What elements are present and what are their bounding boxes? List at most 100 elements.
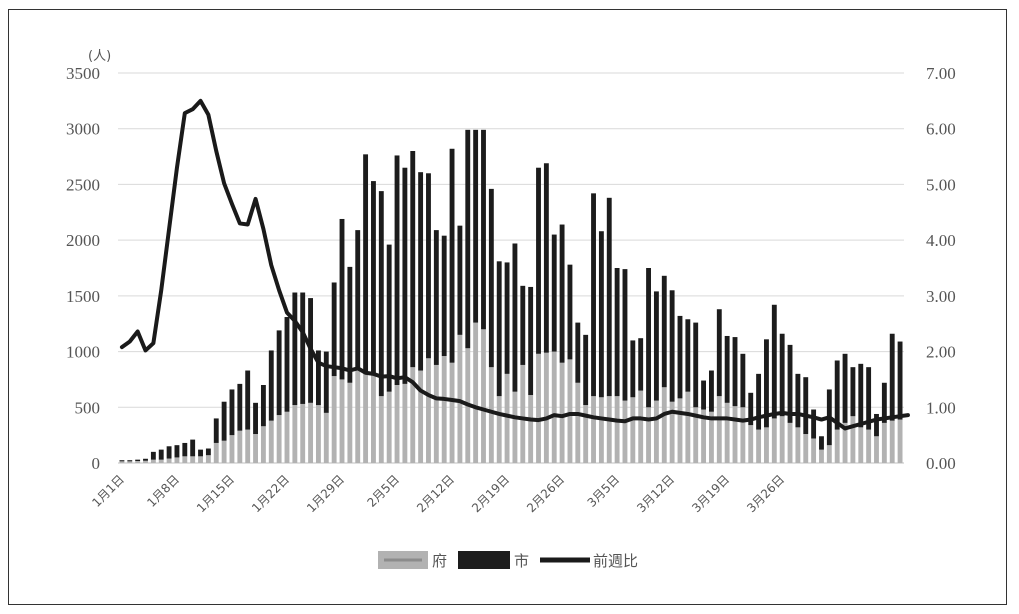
bar-shi: [874, 413, 879, 437]
bar-shi: [174, 445, 180, 458]
bar-fu: [819, 449, 824, 463]
bar-fu: [363, 371, 369, 463]
bar-shi: [410, 151, 416, 368]
x-tick-label: 3月19日: [689, 472, 732, 515]
y-left-tick-label: 3000: [66, 120, 100, 139]
bar-shi: [701, 380, 707, 410]
bar-fu: [221, 440, 227, 463]
y-left-tick-label: 2000: [66, 231, 100, 250]
bar-shi: [433, 230, 439, 365]
bar-shi: [198, 449, 203, 457]
bar-shi: [693, 322, 699, 408]
bar-shi: [866, 367, 872, 430]
bar-fu: [433, 364, 439, 463]
bar-shi: [504, 262, 510, 374]
bar-fu: [536, 353, 541, 463]
bar-fu: [716, 396, 722, 463]
x-tick-label: 3月5日: [585, 472, 623, 510]
bar-fu: [575, 382, 581, 463]
bar-fu: [630, 397, 636, 463]
line-weekly-ratio: [119, 98, 910, 431]
x-tick-label: 2月12日: [414, 472, 457, 515]
bar-shi: [614, 268, 620, 397]
bar-fu: [708, 411, 714, 463]
bar-shi: [213, 418, 219, 443]
x-tick-label: 3月26日: [744, 472, 787, 515]
bar-shi: [528, 286, 534, 396]
y-right-tick-label: 6.00: [926, 120, 956, 139]
bar-fu: [567, 359, 573, 463]
bar-shi: [441, 235, 447, 357]
bar-shi: [512, 243, 518, 392]
bar-fu: [481, 329, 486, 463]
bar-shi: [426, 173, 431, 359]
bar-shi: [221, 401, 227, 441]
y-left-tick-label: 0: [92, 454, 101, 473]
bar-fu: [237, 430, 243, 463]
bar-fu: [614, 396, 620, 463]
bar-fu: [826, 445, 832, 463]
bar-shi: [339, 218, 345, 380]
bar-shi: [536, 167, 541, 354]
bar-shi: [323, 351, 329, 413]
bar-shi: [268, 350, 274, 421]
y-right-tick-label: 2.00: [926, 343, 956, 362]
bar-fu: [229, 435, 235, 463]
bar-fu: [315, 405, 321, 463]
bar-shi: [669, 290, 675, 402]
bar-fu: [276, 415, 282, 463]
bar-shi: [182, 442, 188, 457]
bar-shi: [331, 282, 337, 377]
bar-fu: [378, 396, 384, 463]
bar-fu: [127, 461, 133, 463]
bar-shi: [653, 291, 659, 401]
bar-fu: [449, 362, 455, 463]
bar-fu: [795, 427, 801, 463]
bar-shi: [661, 275, 667, 388]
bar-shi: [276, 330, 282, 416]
bar-fu: [756, 429, 762, 463]
bar-fu: [371, 373, 376, 463]
bar-fu: [669, 401, 675, 463]
bar-fu: [158, 459, 164, 463]
x-tick-label: 1月8日: [144, 472, 182, 510]
y-left-tick-label: 2500: [66, 175, 100, 194]
bar-fu: [190, 456, 196, 463]
bar-fu: [764, 427, 769, 463]
x-tick-label: 2月26日: [524, 472, 567, 515]
bar-shi: [811, 409, 817, 439]
bar-shi: [300, 292, 306, 404]
bar-fu: [598, 397, 604, 463]
bar-fu: [292, 405, 298, 463]
bar-shi: [205, 448, 211, 456]
bar-shi: [481, 129, 486, 330]
y-right-tick-label: 7.00: [926, 64, 956, 83]
bar-shi: [386, 244, 392, 392]
bar-fu: [198, 456, 203, 463]
bar-shi: [834, 360, 840, 430]
x-tick-label: 1月1日: [89, 472, 127, 510]
bar-shi: [685, 319, 691, 392]
bar-shi: [858, 363, 864, 428]
y-right-tick-label: 1.00: [926, 398, 956, 417]
bar-shi: [748, 392, 754, 426]
bar-shi: [583, 334, 589, 406]
bar-fu: [496, 396, 502, 463]
bar-shi: [363, 154, 369, 372]
bar-shi: [229, 389, 235, 436]
bar-fu: [779, 416, 785, 463]
bar-fu: [732, 406, 738, 463]
bar-shi: [119, 460, 125, 462]
bar-fu: [528, 395, 534, 463]
bar-fu: [418, 370, 424, 463]
bar-shi: [150, 451, 156, 460]
bar-fu: [150, 459, 156, 463]
bar-shi: [779, 333, 785, 417]
bar-fu: [394, 385, 400, 463]
bar-shi: [787, 344, 793, 423]
bar-shi: [418, 172, 424, 371]
bar-shi: [646, 268, 651, 408]
bar-shi: [496, 261, 502, 397]
y-right-tick-label: 0.00: [926, 454, 956, 473]
bar-fu: [135, 460, 141, 463]
